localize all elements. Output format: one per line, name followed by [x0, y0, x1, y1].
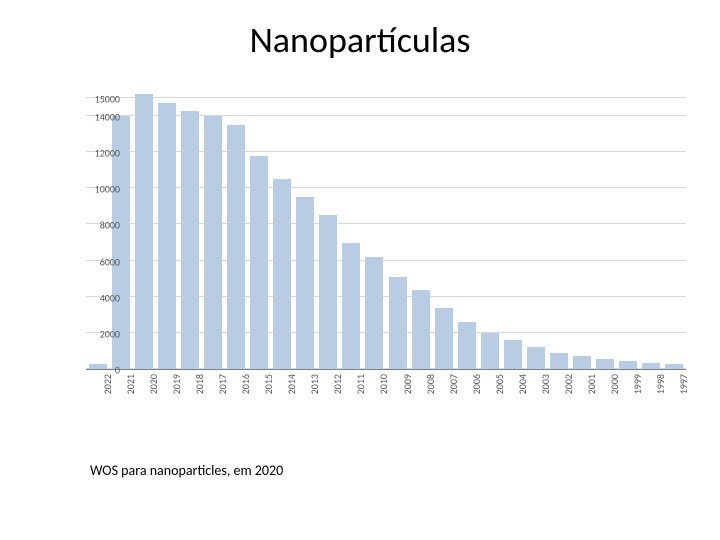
- bar: [412, 290, 430, 369]
- gridline: [86, 115, 686, 116]
- x-tick-label: 2017: [216, 374, 229, 394]
- bar: [550, 353, 568, 369]
- bar: [296, 197, 314, 369]
- bar: [458, 322, 476, 369]
- bar: [319, 215, 337, 369]
- x-tick-label: 2000: [608, 374, 621, 394]
- gridline: [86, 97, 686, 98]
- bar: [527, 347, 545, 369]
- y-tick-label: 0: [80, 364, 120, 377]
- page-title: Nanopartículas: [0, 18, 720, 62]
- bar: [435, 308, 453, 369]
- bar: [619, 361, 637, 369]
- gridline: [86, 223, 686, 224]
- bar: [596, 359, 614, 369]
- x-tick-label: 2016: [239, 374, 252, 394]
- bar: [573, 356, 591, 369]
- x-tick-label: 2008: [424, 374, 437, 394]
- y-tick-label: 15000: [80, 93, 120, 106]
- x-tick-label: 2002: [562, 374, 575, 394]
- bar: [642, 363, 660, 369]
- chart-caption: WOS para nanoparticles, em 2020: [90, 462, 283, 479]
- x-tick-label: 2007: [447, 374, 460, 394]
- x-tick-label: 2014: [285, 374, 298, 394]
- x-tick-label: 2010: [377, 374, 390, 394]
- bar: [250, 156, 268, 369]
- bar: [389, 277, 407, 369]
- x-tick-label: 2018: [193, 374, 206, 394]
- y-tick-label: 2000: [80, 327, 120, 340]
- gridline: [86, 260, 686, 261]
- x-tick-label: 2009: [401, 374, 414, 394]
- x-tick-label: 1998: [654, 374, 667, 394]
- x-tick-label: 2011: [354, 374, 367, 394]
- gridline: [86, 151, 686, 152]
- y-tick-label: 4000: [80, 291, 120, 304]
- y-tick-label: 8000: [80, 219, 120, 232]
- gridline: [86, 187, 686, 188]
- bar: [181, 111, 199, 369]
- bar: [273, 179, 291, 369]
- y-tick-label: 14000: [80, 111, 120, 124]
- gridline: [86, 296, 686, 297]
- bar: [665, 364, 683, 369]
- x-tick-label: 2021: [124, 374, 137, 394]
- bar: [158, 103, 176, 369]
- x-tick-label: 2001: [585, 374, 598, 394]
- x-tick-label: 1997: [677, 374, 690, 394]
- y-tick-label: 6000: [80, 255, 120, 268]
- bar: [135, 94, 153, 369]
- x-tick-label: 1999: [631, 374, 644, 394]
- bar: [365, 257, 383, 369]
- x-tick-label: 2019: [170, 374, 183, 394]
- bar: [481, 333, 499, 369]
- y-tick-label: 12000: [80, 147, 120, 160]
- x-tick-label: 2022: [101, 374, 114, 394]
- bar: [504, 340, 522, 369]
- x-tick-label: 2020: [147, 374, 160, 394]
- x-tick-label: 2004: [516, 374, 529, 394]
- bar-chart: 0 2000 4000 6000 8000 10000 12000 14000 15000 20…: [46, 90, 686, 410]
- plot-region: [86, 90, 686, 370]
- x-tick-label: 2006: [470, 374, 483, 394]
- y-tick-label: 10000: [80, 183, 120, 196]
- x-tick-label: 2012: [331, 374, 344, 394]
- x-tick-label: 2003: [539, 374, 552, 394]
- x-tick-label: 2013: [308, 374, 321, 394]
- x-tick-label: 2005: [493, 374, 506, 394]
- gridline: [86, 332, 686, 333]
- bar: [204, 116, 222, 369]
- x-tick-label: 2015: [262, 374, 275, 394]
- bar: [227, 125, 245, 369]
- bar: [342, 243, 360, 369]
